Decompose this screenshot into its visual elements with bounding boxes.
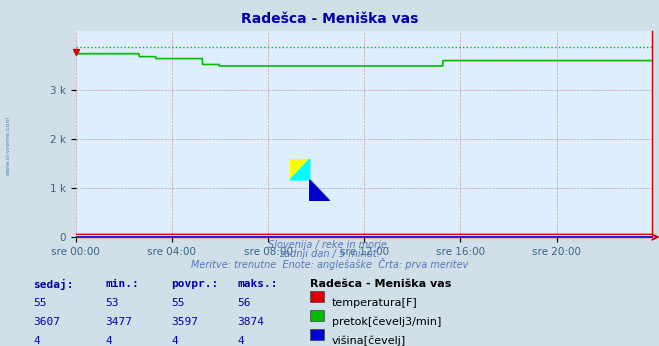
Polygon shape (290, 159, 310, 180)
Text: 4: 4 (33, 336, 40, 346)
Text: 3607: 3607 (33, 317, 60, 327)
Text: 56: 56 (237, 298, 250, 308)
Text: 4: 4 (105, 336, 112, 346)
Text: min.:: min.: (105, 279, 139, 289)
Text: Slovenija / reke in morje.: Slovenija / reke in morje. (268, 240, 391, 251)
Text: Radešca - Meniška vas: Radešca - Meniška vas (310, 279, 451, 289)
Text: 4: 4 (171, 336, 178, 346)
Text: 4: 4 (237, 336, 244, 346)
Text: sedaj:: sedaj: (33, 279, 73, 290)
Text: pretok[čevelj3/min]: pretok[čevelj3/min] (332, 317, 442, 327)
Polygon shape (290, 159, 310, 180)
Text: Meritve: trenutne  Enote: anglešaške  Črta: prva meritev: Meritve: trenutne Enote: anglešaške Črta… (191, 258, 468, 270)
Text: Radešca - Meniška vas: Radešca - Meniška vas (241, 12, 418, 26)
Text: zadnji dan / 5 minut.: zadnji dan / 5 minut. (279, 249, 380, 259)
Polygon shape (310, 180, 330, 201)
Text: 3874: 3874 (237, 317, 264, 327)
Text: 3597: 3597 (171, 317, 198, 327)
Text: 55: 55 (33, 298, 46, 308)
Text: 3477: 3477 (105, 317, 132, 327)
Text: povpr.:: povpr.: (171, 279, 219, 289)
Text: maks.:: maks.: (237, 279, 277, 289)
Text: 55: 55 (171, 298, 185, 308)
Text: www.si-vreme.com: www.si-vreme.com (5, 116, 11, 175)
Text: višina[čevelj]: višina[čevelj] (332, 336, 407, 346)
Text: temperatura[F]: temperatura[F] (332, 298, 418, 308)
Text: 53: 53 (105, 298, 119, 308)
